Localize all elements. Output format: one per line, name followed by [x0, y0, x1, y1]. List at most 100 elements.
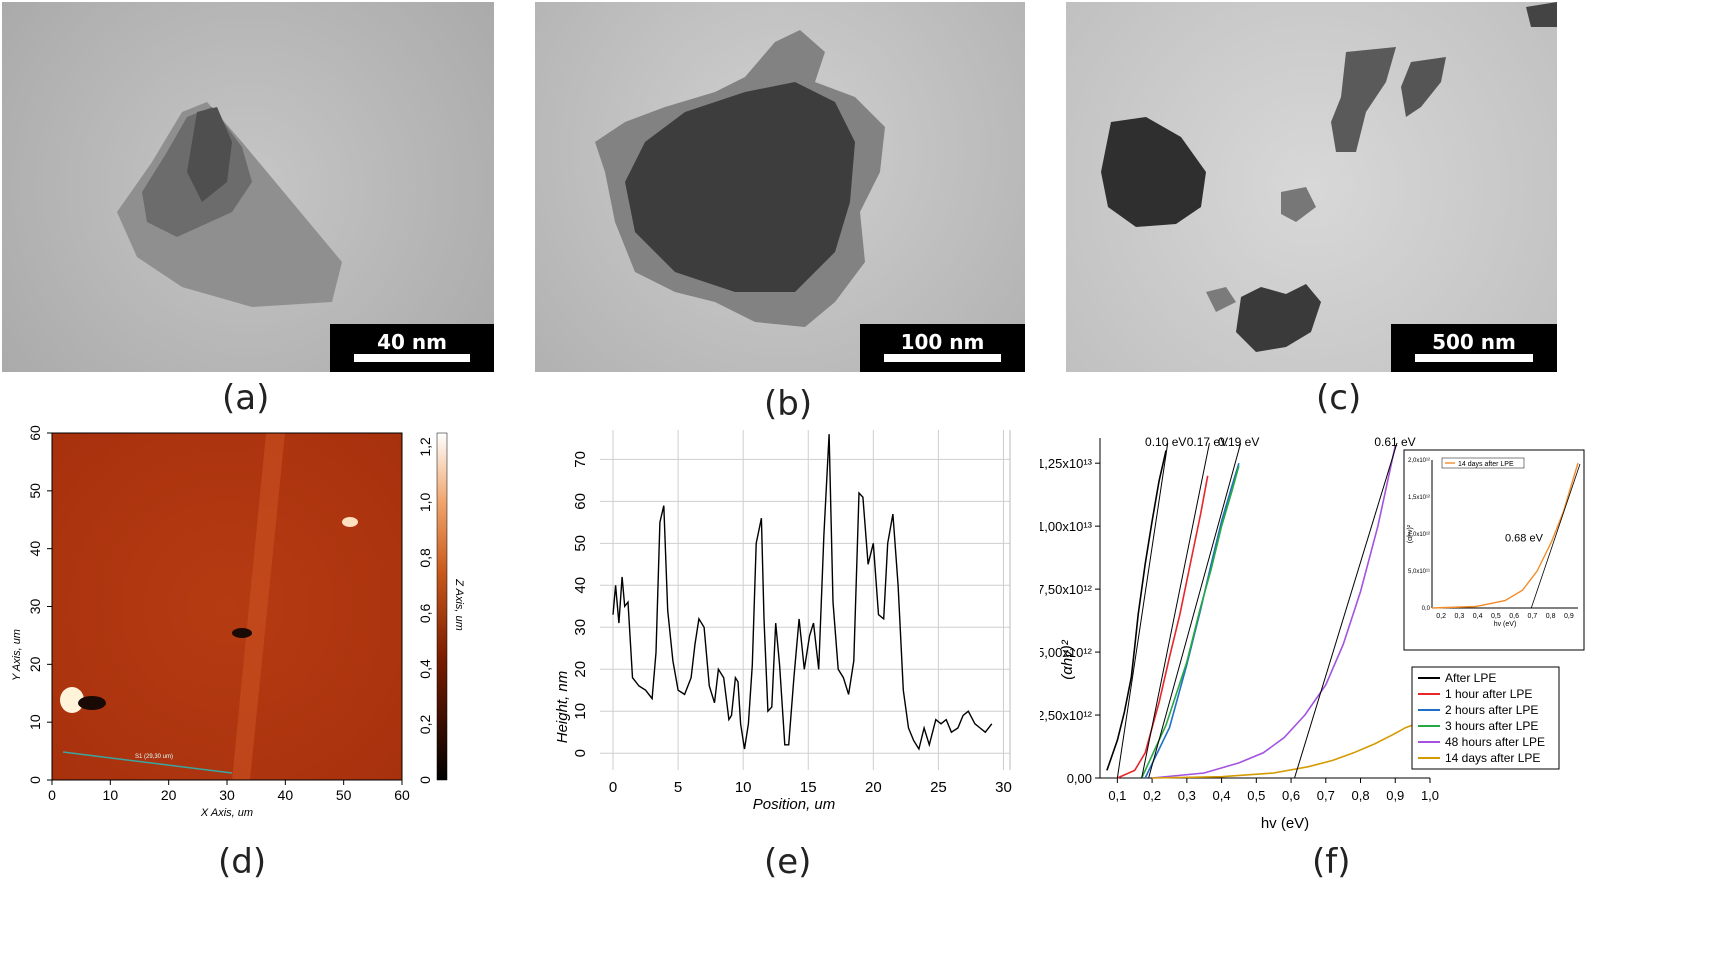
tauc-annotation-label: 0.17 eV	[1187, 435, 1228, 449]
profile-ytick-label: 30	[572, 619, 589, 636]
afm-xtick-label: 60	[394, 787, 410, 803]
tauc-legend-label: 48 hours after LPE	[1445, 735, 1545, 749]
scalebar-a: 40 nm	[330, 324, 494, 372]
tauc-annotation-label: 0.10 eV	[1145, 435, 1186, 449]
inset-xtick-label: 0,8	[1546, 613, 1556, 620]
inset-xtick-label: 0,2	[1436, 613, 1446, 620]
tem-particles-c	[1101, 2, 1557, 352]
tauc-xtick-label: 0,8	[1351, 788, 1369, 803]
profile-xtick-label: 25	[930, 779, 947, 796]
tauc-series-line	[1106, 450, 1167, 771]
tauc-ylabel: (αhν)²	[1059, 639, 1076, 679]
tauc-inset: 0,2 0,3 0,4 0,5 0,6 0,7 0,8 0,9 0,0 5,0x10¹¹ 1,0x1…	[1403, 449, 1585, 651]
profile-xtick-label: 20	[865, 779, 882, 796]
tauc-legend-label: 2 hours after LPE	[1445, 703, 1538, 717]
tauc-xtick-label: 0,6	[1282, 788, 1300, 803]
afm-bright-spot	[342, 517, 358, 527]
tauc-xtick-label: 1,0	[1421, 788, 1439, 803]
tauc-axes: 0,1 0,2 0,3 0,4 0,5 0,6 0,7 0,8 0,9 1,0 0,00 2,50x1…	[1040, 438, 1439, 803]
afm-ytick-label: 50	[27, 483, 43, 499]
tauc-tangent-line	[1141, 442, 1210, 779]
profile-ytick-label: 50	[572, 535, 589, 552]
scalebar-b: 100 nm	[860, 324, 1025, 372]
panel-label-a: (a)	[222, 378, 270, 418]
tem-image-a: 40 nm	[2, 2, 494, 372]
inset-annotation: 0.68 eV	[1505, 532, 1544, 544]
height-profile-chart: 0 5 10 15 20 25 30 0 10 20 30 40 50 60 70 Height, nm P…	[554, 430, 1012, 813]
inset-ytick-label: 5,0x10¹¹	[1408, 569, 1430, 575]
afm-bright-spot	[60, 687, 84, 713]
inset-series-line	[1431, 462, 1579, 609]
afm-xtick-label: 40	[278, 787, 294, 803]
tauc-xtick-label: 0,5	[1247, 788, 1265, 803]
tauc-xtick-label: 0,9	[1386, 788, 1404, 803]
scalebar-c-line	[1415, 354, 1533, 362]
profile-xtick-label: 0	[609, 779, 617, 796]
tauc-annotations: 0.10 eV 0.17 eV0.19 eV 0.61 eV	[1116, 435, 1416, 779]
tauc-tangent-line	[1116, 442, 1169, 779]
profile-ytick-label: 20	[572, 661, 589, 678]
profile-xtick-label: 5	[674, 779, 682, 796]
afm-xtick-label: 0	[48, 787, 56, 803]
afm-ztick-label: 0,6	[417, 603, 433, 623]
tem-particle-a	[117, 102, 342, 307]
afm-dark-spot	[232, 628, 252, 638]
panel-label-b: (b)	[764, 384, 813, 424]
afm-zlabel: Z Axis, um	[453, 578, 465, 631]
afm-axes: 0 10 20 30 40 50 60 0 10 20 30 40 50 60 0 0,2 0,4 0,6 0,8 1…	[27, 425, 433, 803]
afm-profile-line	[62, 751, 233, 774]
tauc-ytick-label: 1,25x10¹³	[1040, 456, 1093, 471]
tauc-series	[1106, 445, 1413, 779]
inset-ytick-label: 0,0	[1422, 606, 1431, 612]
panel-label-f: (f)	[1312, 842, 1351, 882]
afm-ylabel: Y Axis, um	[11, 629, 23, 681]
tauc-series-line	[1117, 475, 1209, 779]
profile-ytick-label: 10	[572, 703, 589, 720]
profile-xtick-label: 30	[995, 779, 1012, 796]
inset-xtick-label: 0,6	[1509, 613, 1519, 620]
afm-ytick-label: 60	[27, 425, 43, 441]
tem-image-c: 500 nm	[1066, 2, 1557, 372]
panel-label-e: (e)	[764, 842, 812, 882]
scalebar-a-line	[354, 354, 470, 362]
afm-annotation: S1 (29,30 um)	[135, 754, 173, 760]
inset-xtick-label: 0,5	[1491, 613, 1501, 620]
tauc-ytick-label: 0,00	[1067, 771, 1092, 786]
tauc-legend-label: 1 hour after LPE	[1445, 687, 1532, 701]
scalebar-a-text: 40 nm	[377, 330, 447, 354]
panel-label-c: (c)	[1316, 378, 1362, 418]
afm-ztick-label: 0,4	[417, 659, 433, 679]
inset-tangent-line	[1530, 463, 1581, 609]
afm-ztick-label: 0	[417, 776, 433, 784]
afm-ztick-label: 1,2	[417, 437, 433, 457]
inset-legend-label: 14 days after LPE	[1458, 461, 1514, 468]
tauc-ytick-label: 2,50x10¹²	[1040, 708, 1093, 723]
tauc-series-line	[1140, 465, 1240, 779]
tauc-series-line	[1152, 724, 1413, 779]
inset-ytick-label: 2,0x10¹²	[1408, 458, 1430, 464]
scalebar-b-text: 100 nm	[900, 330, 985, 354]
afm-ytick-label: 40	[27, 541, 43, 557]
afm-ytick-label: 20	[27, 656, 43, 672]
inset-xtick-label: 0,7	[1528, 613, 1538, 620]
tauc-annotation-label: 0.19 eV	[1218, 435, 1259, 449]
tauc-xtick-label: 0,1	[1108, 788, 1126, 803]
inset-xtick-label: 0,4	[1473, 613, 1483, 620]
tauc-xlabel: hv (eV)	[1261, 815, 1309, 832]
tauc-xtick-label: 0,7	[1317, 788, 1335, 803]
inset-ylabel: (αhν)²	[1407, 524, 1414, 543]
tauc-ytick-label: 1,00x10¹³	[1040, 519, 1093, 534]
afm-ztick-label: 0,2	[417, 715, 433, 735]
inset-xtick-label: 0,9	[1564, 613, 1574, 620]
tauc-legend-label: After LPE	[1445, 671, 1496, 685]
afm-colorbar	[436, 432, 448, 781]
tauc-xtick-label: 0,2	[1143, 788, 1161, 803]
inset-xlabel: hv (eV)	[1494, 621, 1517, 628]
tauc-xtick-label: 0,4	[1213, 788, 1231, 803]
tauc-tangent-line	[1148, 442, 1242, 779]
inset-ytick-label: 1,0x10¹²	[1408, 532, 1430, 538]
afm-xtick-label: 20	[161, 787, 177, 803]
afm-ytick-label: 30	[27, 599, 43, 615]
profile-xtick-label: 15	[800, 779, 817, 796]
profile-ytick-label: 70	[572, 451, 589, 468]
